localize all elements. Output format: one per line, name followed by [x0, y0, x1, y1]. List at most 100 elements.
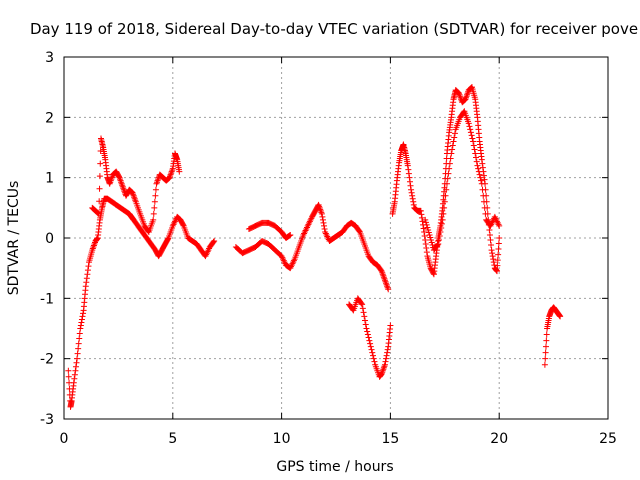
x-tick-label: 10: [273, 431, 291, 447]
data-point: [435, 241, 442, 248]
data-series: [422, 108, 503, 254]
data-point: [115, 173, 122, 180]
x-tick-label: 15: [381, 431, 399, 447]
y-axis-label: SDTVAR / TECUs: [6, 181, 22, 296]
data-point: [387, 322, 394, 329]
data-point: [429, 242, 436, 249]
data-point: [364, 328, 371, 335]
data-point: [77, 325, 84, 332]
data-point: [408, 189, 415, 196]
data-point: [437, 228, 444, 235]
data-point: [359, 305, 366, 312]
data-point: [486, 226, 493, 233]
data-point: [356, 227, 363, 234]
data-series: [346, 295, 394, 380]
data-point: [82, 283, 89, 290]
data-point: [480, 172, 487, 179]
data-point: [495, 246, 502, 253]
data-point: [349, 306, 356, 313]
data-point: [150, 210, 157, 217]
data-point: [494, 268, 501, 275]
data-point: [71, 371, 78, 378]
data-point: [384, 346, 391, 353]
data-point: [450, 138, 457, 145]
data-point: [405, 170, 412, 177]
data-point: [491, 262, 498, 269]
y-tick-label: 2: [45, 110, 54, 126]
data-point: [409, 192, 416, 199]
data-point: [362, 321, 369, 328]
data-point: [442, 192, 449, 199]
data-layer: [65, 84, 564, 410]
data-point: [83, 275, 90, 282]
data-point: [405, 166, 412, 173]
data-point: [72, 367, 79, 374]
data-point: [406, 174, 413, 181]
data-point: [365, 334, 372, 341]
data-point: [95, 210, 102, 217]
data-point: [95, 210, 102, 217]
data-point: [435, 237, 442, 244]
data-point: [367, 340, 374, 347]
data-series: [65, 195, 218, 410]
data-point: [410, 201, 417, 208]
data-point: [84, 267, 91, 274]
data-point: [97, 160, 104, 167]
data-point: [384, 349, 391, 356]
data-point: [371, 358, 378, 365]
y-tick-label: 1: [45, 171, 54, 187]
data-point: [410, 198, 417, 205]
data-point: [382, 358, 389, 365]
data-point: [479, 160, 486, 167]
data-point: [475, 168, 482, 175]
data-point: [495, 251, 502, 258]
data-series: [89, 135, 183, 235]
data-point: [474, 162, 481, 169]
data-point: [460, 109, 467, 116]
data-point: [541, 361, 548, 368]
data-point: [385, 286, 392, 293]
data-point: [377, 267, 384, 274]
data-point: [74, 355, 81, 362]
data-point: [366, 337, 373, 344]
data-point: [489, 250, 496, 257]
data-point: [320, 219, 327, 226]
data-point: [467, 126, 474, 133]
data-point: [417, 207, 424, 214]
data-point: [479, 164, 486, 171]
data-point: [421, 228, 428, 235]
data-point: [488, 247, 495, 254]
data-point: [428, 237, 435, 244]
x-tick-label: 0: [60, 431, 69, 447]
data-point: [481, 204, 488, 211]
data-point: [478, 177, 485, 184]
data-point: [287, 231, 294, 238]
data-point: [475, 165, 482, 172]
data-point: [434, 242, 441, 249]
y-tick-label: -1: [40, 291, 54, 307]
data-point: [367, 343, 374, 350]
data-point: [319, 216, 326, 223]
data-point: [451, 130, 458, 137]
x-axis-label: GPS time / hours: [276, 459, 393, 475]
data-point: [495, 240, 502, 247]
data-point: [480, 198, 487, 205]
data-point: [404, 162, 411, 169]
data-point: [78, 319, 85, 326]
data-point: [152, 186, 159, 193]
data-point: [423, 249, 430, 256]
data-point: [425, 229, 432, 236]
data-point: [73, 359, 80, 366]
data-point: [488, 242, 495, 249]
chart-title: Day 119 of 2018, Sidereal Day-to-day VTE…: [30, 20, 638, 38]
data-point: [543, 331, 550, 338]
data-point: [443, 180, 450, 187]
data-point: [438, 220, 445, 227]
data-point: [438, 224, 445, 231]
data-point: [440, 210, 447, 217]
data-point: [422, 237, 429, 244]
data-point: [426, 231, 433, 238]
data-point: [409, 195, 416, 202]
